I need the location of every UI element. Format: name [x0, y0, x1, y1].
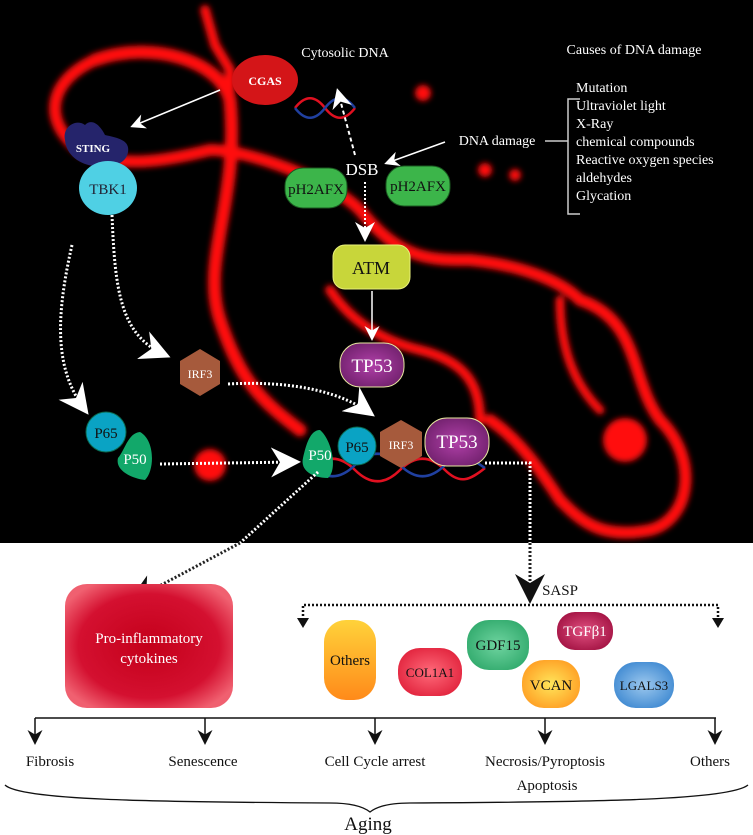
sasp-gdf15-bubble	[467, 620, 529, 670]
tp53-label: TP53	[351, 356, 392, 377]
cause-item: aldehydes	[576, 171, 632, 186]
complex-irf3-node	[380, 420, 422, 468]
complex-to-sasp-line	[485, 461, 532, 598]
pro-inflammatory-label-line2: cytokines	[120, 651, 178, 667]
sasp-lgals3-bubble	[614, 662, 674, 708]
complex-tp53-node	[424, 417, 490, 467]
outcome-cell-cycle-arrest: Cell Cycle arrest	[325, 754, 427, 770]
atm-label: ATM	[352, 258, 390, 278]
ph2afx-left-label: pH2AFX	[288, 182, 344, 198]
sasp-vcan-bubble	[522, 660, 580, 708]
dsb-label: DSB	[345, 160, 378, 179]
cgas-node	[232, 55, 298, 105]
p50-node	[117, 432, 152, 480]
sasp-label: SASP	[542, 583, 578, 599]
aging-label: Aging	[344, 814, 392, 835]
sasp-col1a1-label: COL1A1	[406, 665, 454, 680]
complex-to-cytokines-line	[238, 470, 320, 545]
causes-bracket	[567, 98, 580, 215]
ph2afx-left-node	[284, 167, 348, 209]
complex-p65-node	[337, 426, 377, 466]
irf3-node	[180, 349, 220, 396]
cause-item: Ultraviolet light	[576, 99, 666, 114]
sasp-others-label: Others	[330, 653, 370, 669]
pro-inflammatory-label-line1: Pro-inflammatory	[95, 631, 203, 647]
complex-p50-node	[302, 430, 334, 478]
cytosolic-dna-label: Cytosolic DNA	[301, 46, 389, 61]
ph2afx-right-label: pH2AFX	[390, 179, 446, 195]
tbk1-to-irf3-arrow	[110, 214, 171, 359]
cause-item: Mutation	[576, 81, 627, 96]
sting-label: STING	[76, 143, 111, 155]
outcome-others: Others	[690, 754, 730, 770]
tbk1-node	[79, 161, 137, 215]
cgas-label: CGAS	[248, 74, 282, 88]
cgas-to-sting-arrow	[130, 89, 221, 129]
complex-p50-label: P50	[308, 448, 331, 464]
nucleus-red-stain	[48, 5, 692, 539]
sasp-others-bubble	[324, 620, 376, 700]
tbk1-label: TBK1	[89, 182, 127, 198]
outcome-necrosis-pyroptosis: Necrosis/Pyroptosis	[485, 754, 605, 770]
sasp-gdf15-label: GDF15	[475, 638, 520, 654]
sasp-lgals3-label: LGALS3	[620, 678, 668, 693]
causes-title: Causes of DNA damage	[567, 43, 702, 58]
cause-item: Glycation	[576, 189, 631, 204]
cause-item: Reactive oxygen species	[576, 153, 714, 168]
dna-damage-label: DNA damage	[459, 134, 536, 149]
cause-item: chemical compounds	[576, 135, 695, 150]
complex-p65-label: P65	[345, 440, 368, 456]
cause-item: X-Ray	[576, 117, 613, 132]
outcome-apoptosis: Apoptosis	[517, 778, 578, 794]
atm-node	[332, 244, 411, 290]
pro-inflammatory-cytokines-box	[65, 584, 233, 708]
complex-irf3-label: IRF3	[389, 438, 414, 452]
irf3-label: IRF3	[188, 367, 213, 381]
ph2afx-right-node	[385, 165, 451, 207]
sasp-bracket	[301, 603, 720, 624]
dna-damage-arrow	[384, 141, 446, 166]
sasp-vcan-label: VCAN	[530, 678, 573, 694]
aging-brace	[4, 784, 749, 813]
outcome-fibrosis: Fibrosis	[26, 754, 75, 770]
outcome-arrows	[27, 717, 723, 745]
p50-label: P50	[123, 452, 146, 468]
outcome-senescence: Senescence	[168, 754, 237, 770]
dsb-to-cytosolic-arrow	[332, 88, 356, 156]
p50-to-complex-arrow	[159, 447, 301, 478]
p65-node	[85, 411, 127, 453]
tbk1-to-p65-arrow	[58, 244, 89, 415]
sasp-tgfb1-bubble	[557, 612, 613, 650]
p65-label: P65	[94, 426, 117, 442]
sting-node	[64, 122, 129, 167]
irf3-to-complex-arrow	[227, 381, 375, 417]
sasp-tgfb1-label: TGFβ1	[563, 624, 606, 640]
complex-tp53-label: TP53	[436, 432, 477, 453]
sasp-col1a1-bubble	[398, 648, 462, 696]
